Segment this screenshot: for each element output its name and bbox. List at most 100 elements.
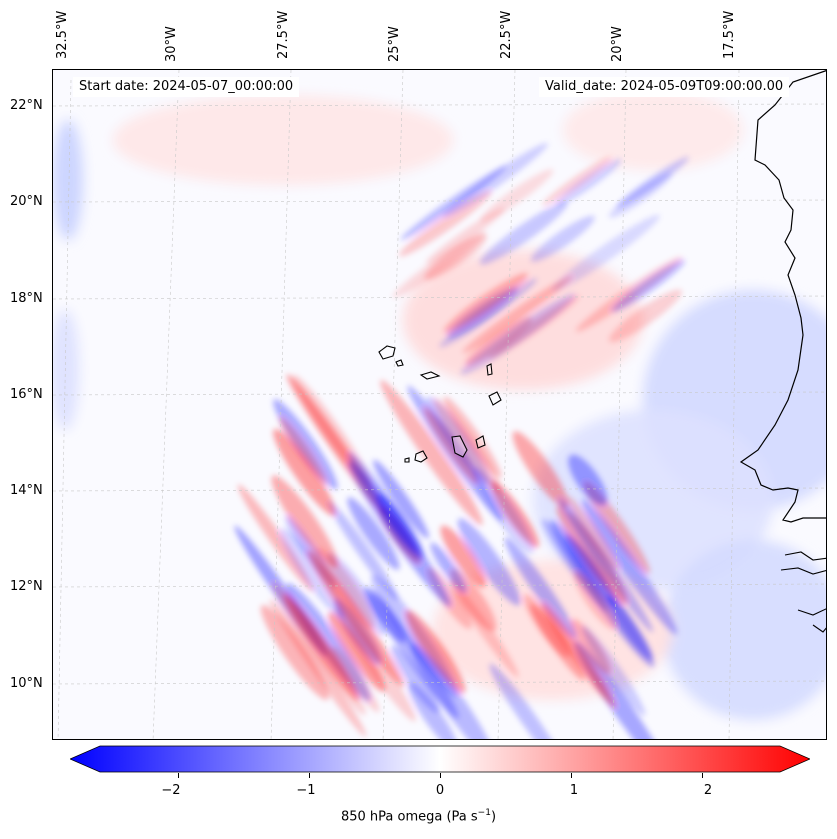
coastline: [739, 70, 826, 633]
map-panel: [52, 69, 827, 740]
positive-streak: [530, 603, 585, 681]
graticule-meridian: [728, 70, 740, 739]
lat-label: 22°N: [10, 98, 43, 113]
negative-streak: [364, 586, 405, 643]
graticule-meridian: [152, 70, 180, 739]
positive-streak: [380, 380, 483, 526]
lon-label: 25°W: [387, 26, 402, 62]
positive-streak: [328, 612, 386, 692]
valid-date-label: Valid_date: 2024-05-09T09:00:00.00: [539, 77, 790, 97]
colorbar-tick-mark: [309, 773, 311, 778]
omega-field-map: [53, 70, 826, 739]
graticule-meridian: [57, 79, 72, 739]
lat-label: 12°N: [10, 579, 43, 594]
positive-streak: [332, 646, 380, 713]
african-coastline: [739, 70, 826, 523]
negative-streak: [568, 454, 608, 506]
positive-patch: [113, 95, 453, 185]
negative-streak: [479, 201, 568, 265]
colorbar-label-main: 850 hPa omega (Pa s: [340, 809, 478, 825]
positive-streak: [273, 428, 336, 516]
colorbar-tick-mark: [570, 773, 572, 778]
negative-streak: [328, 500, 399, 601]
island-boa-vista: [488, 391, 502, 406]
island-maio: [475, 435, 486, 449]
lon-label: 17.5°W: [722, 10, 737, 59]
negative-streak: [616, 156, 689, 209]
negative-patch: [53, 120, 83, 240]
negative-patch: [663, 540, 826, 720]
colorbar-tick-mark: [178, 773, 180, 778]
lon-label: 20°W: [610, 26, 625, 62]
graticule-parallel: [53, 199, 826, 203]
positive-streak: [271, 475, 339, 568]
negative-streak: [555, 158, 622, 206]
graticule-meridian: [270, 70, 292, 739]
negative-streak: [606, 595, 653, 661]
island-brava: [404, 457, 410, 463]
positive-streak: [541, 602, 616, 709]
negative-streak: [581, 625, 646, 716]
lon-label: 30°W: [164, 26, 179, 62]
lon-label: 22.5°W: [499, 10, 514, 59]
positive-streak: [307, 550, 404, 687]
negative-streak: [558, 497, 654, 633]
positive-streak: [433, 398, 502, 494]
negative-patch: [53, 310, 79, 430]
positive-streak: [399, 190, 492, 257]
positive-streak: [315, 547, 375, 629]
lat-label: 10°N: [10, 676, 43, 691]
lat-label: 18°N: [10, 291, 43, 306]
lat-label: 16°N: [10, 387, 43, 402]
colorbar-bar: [70, 745, 810, 773]
negative-streak: [400, 165, 507, 241]
start-date-label: Start date: 2024-05-07_00:00:00: [73, 77, 300, 97]
negative-streak: [504, 537, 577, 639]
lon-label: 32.5°W: [55, 10, 70, 59]
positive-streak: [512, 431, 569, 508]
negative-streak: [530, 215, 595, 262]
negative-streak: [442, 142, 549, 218]
positive-streak: [440, 525, 486, 588]
island-santiago: [451, 435, 468, 458]
positive-patch: [563, 90, 743, 170]
negative-streak: [408, 682, 458, 739]
negative-streak: [489, 663, 567, 739]
island-santo-antao: [378, 345, 396, 360]
positive-streak: [283, 593, 360, 701]
positive-streak: [237, 484, 314, 592]
positive-streak: [425, 207, 505, 264]
omega-wave-streaks: [234, 142, 689, 739]
island-sao-vicente: [395, 359, 404, 367]
positive-streak: [392, 231, 487, 298]
lon-label: 27.5°W: [276, 10, 291, 59]
positive-streak: [479, 169, 554, 222]
colorbar-tick-mark: [440, 773, 441, 778]
cape-verde-islands: [378, 345, 502, 463]
island-sal: [486, 363, 493, 376]
positive-streak: [566, 496, 620, 571]
graticule: [53, 70, 826, 739]
lat-label: 14°N: [10, 483, 43, 498]
negative-streak: [611, 259, 685, 312]
negative-streak: [391, 645, 440, 713]
negative-streak: [460, 293, 576, 375]
colorbar-label-exponent: −1: [477, 808, 491, 818]
colorbar-label-end: ): [490, 809, 497, 825]
positive-streak: [542, 156, 612, 206]
negative-streak: [430, 542, 467, 593]
coast-inlet: [780, 551, 826, 633]
colorbar-tick-label: 2: [703, 783, 713, 798]
island-sao-nicolau: [419, 371, 441, 380]
graticule-meridian: [612, 70, 627, 739]
positive-streak: [449, 579, 519, 678]
positive-streak: [278, 416, 327, 485]
graticule-meridian: [382, 70, 404, 739]
negative-streak: [552, 214, 660, 292]
colorbar-tick-mark: [701, 773, 703, 778]
negative-streak: [347, 497, 400, 570]
positive-streak: [573, 571, 617, 630]
positive-streak: [443, 396, 502, 478]
negative-streak: [348, 452, 420, 554]
island-fogo: [414, 450, 428, 463]
